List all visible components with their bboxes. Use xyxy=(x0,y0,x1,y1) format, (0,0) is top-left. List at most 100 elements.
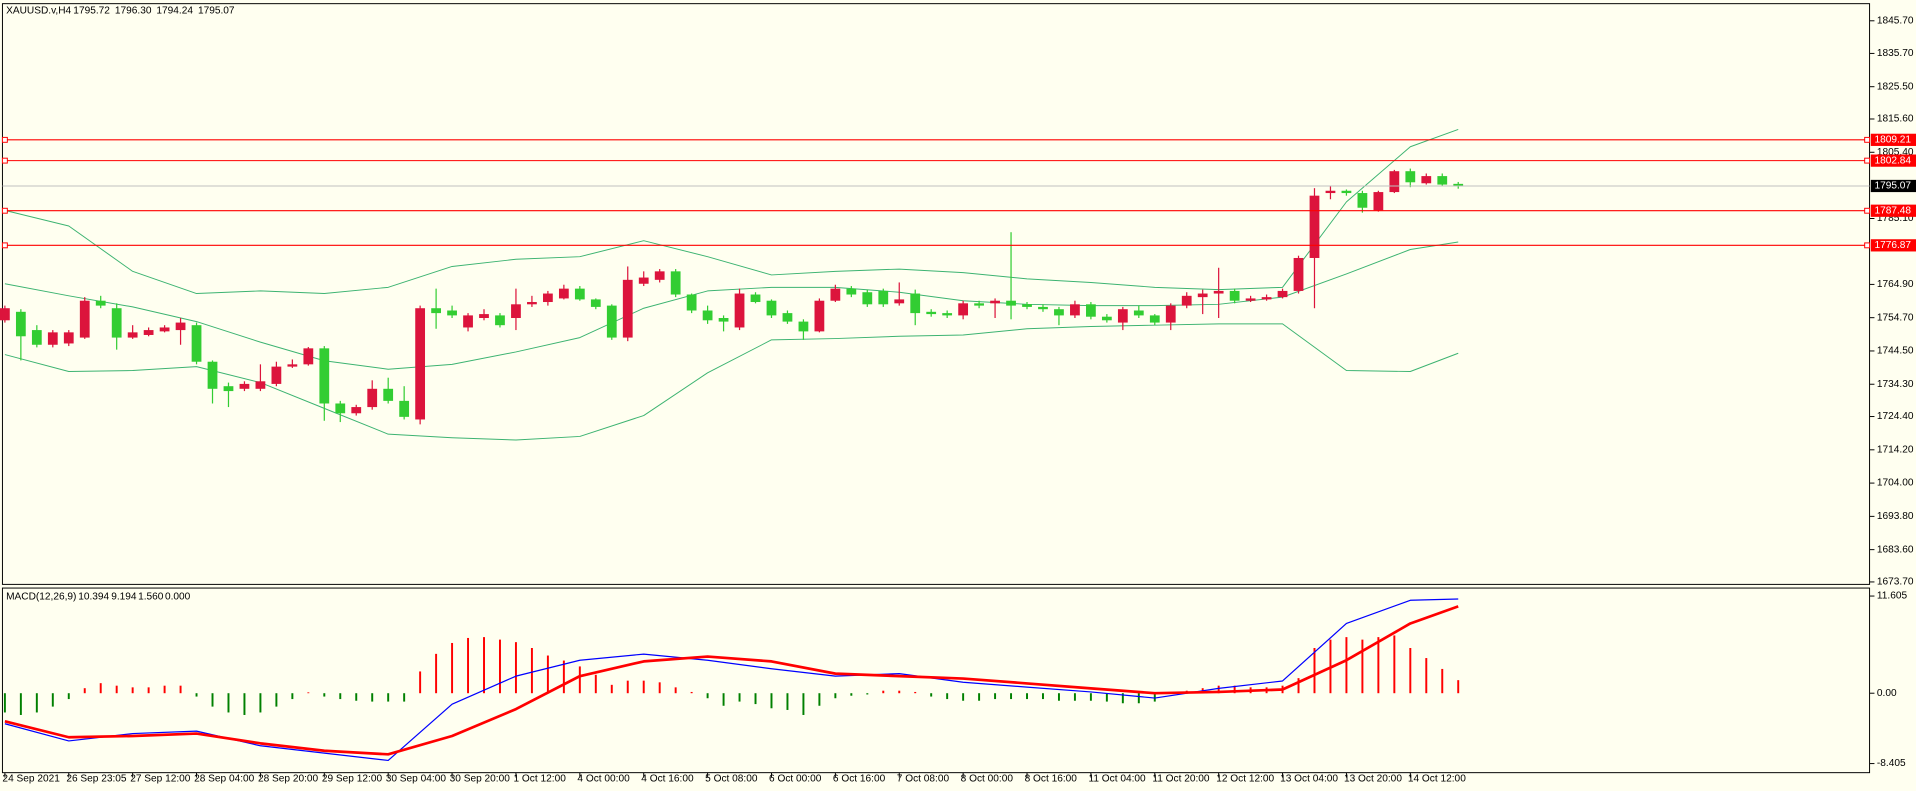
candle-body xyxy=(31,330,42,345)
level-label: 1776.87 xyxy=(1874,240,1911,251)
candle-body xyxy=(1038,306,1048,310)
candle-body xyxy=(862,292,873,305)
level-handle xyxy=(1864,157,1871,164)
y-tick-label: -8.405 xyxy=(1877,758,1906,769)
x-tick-label: 8 Oct 00:00 xyxy=(961,773,1014,784)
x-tick-label: 13 Oct 04:00 xyxy=(1280,773,1338,784)
x-tick-label: 26 Sep 23:05 xyxy=(66,773,127,784)
candle-body xyxy=(15,311,26,337)
x-tick-label: 13 Oct 20:00 xyxy=(1344,773,1402,784)
main-panel-frame xyxy=(1,3,1871,585)
candle-body xyxy=(223,386,234,392)
candle-body xyxy=(319,348,330,404)
y-tick-label: 1835.70 xyxy=(1877,48,1914,59)
bollinger-upper xyxy=(4,128,1459,295)
y-tick-label: 1805.40 xyxy=(1877,147,1914,158)
candle-body xyxy=(750,294,761,303)
candle-body xyxy=(367,388,378,408)
candle-body xyxy=(1165,305,1176,323)
candle-body xyxy=(814,300,825,332)
x-tick-label: 1 Oct 12:00 xyxy=(514,773,567,784)
y-tick-label: 1825.50 xyxy=(1877,81,1914,92)
price-label-box xyxy=(1870,179,1916,193)
candle-body xyxy=(175,322,186,331)
candle-body xyxy=(590,299,601,307)
candle-body xyxy=(47,332,58,345)
candle-body xyxy=(1277,290,1288,298)
y-tick-label: 1815.60 xyxy=(1877,114,1914,125)
candle-body xyxy=(335,403,346,414)
ohlc-value: 1795.72 xyxy=(73,6,110,17)
level-handle xyxy=(1,242,8,249)
x-tick-label: 11 Oct 20:00 xyxy=(1152,773,1210,784)
candle-body xyxy=(1293,257,1304,291)
candle-body xyxy=(207,361,218,389)
candle-body xyxy=(718,318,729,322)
y-tick-label: 1693.80 xyxy=(1877,511,1914,522)
candle-body xyxy=(846,288,857,295)
x-tick-label: 8 Oct 16:00 xyxy=(1025,773,1078,784)
candle-body xyxy=(239,383,250,389)
level-handle xyxy=(1864,242,1871,249)
symbol-title: XAUUSD.v,H4 xyxy=(6,6,71,17)
level-label-box xyxy=(1870,239,1916,252)
candle-body xyxy=(798,321,809,332)
x-tick-label: 24 Sep 2021 xyxy=(2,773,60,784)
candle-body xyxy=(1437,176,1448,185)
candle-body xyxy=(958,303,969,316)
candle-body xyxy=(1229,290,1240,301)
y-tick-label: 1673.70 xyxy=(1877,577,1914,588)
candle-body xyxy=(511,304,521,319)
level-label: 1787.48 xyxy=(1874,205,1911,216)
candle-body xyxy=(159,327,170,332)
candle-body xyxy=(1357,193,1368,208)
candle-body xyxy=(95,300,106,306)
candle-body xyxy=(1070,304,1080,316)
candle-body xyxy=(383,388,394,401)
level-label-box xyxy=(1870,204,1916,217)
candle-body xyxy=(686,294,697,311)
ohlc-value: 1795.07 xyxy=(198,6,235,17)
level-label: 1802.84 xyxy=(1874,155,1911,166)
candle-body xyxy=(1054,309,1064,316)
y-tick-label: 1724.40 xyxy=(1877,411,1914,422)
x-tick-label: 7 Oct 08:00 xyxy=(897,773,950,784)
candle-body xyxy=(1022,304,1032,307)
candle-body xyxy=(942,313,953,316)
level-label-box xyxy=(1870,154,1916,167)
x-tick-label: 29 Sep 12:00 xyxy=(322,773,383,784)
y-tick-label: 1714.20 xyxy=(1877,444,1914,455)
candle-body xyxy=(479,314,489,319)
candle-body xyxy=(1213,290,1224,294)
candle-body xyxy=(1181,295,1192,306)
candle-body xyxy=(1261,297,1272,300)
candle-body xyxy=(463,315,473,328)
x-tick-label: 28 Sep 20:00 xyxy=(258,773,319,784)
x-tick-label: 4 Oct 00:00 xyxy=(577,773,630,784)
macd-line xyxy=(4,598,1459,762)
level-label: 1809.21 xyxy=(1874,135,1911,146)
candle-body xyxy=(351,407,362,414)
candle-body xyxy=(399,400,410,417)
candle-body xyxy=(431,308,441,314)
candle-body xyxy=(654,271,665,280)
candle-body xyxy=(1197,293,1208,298)
y-tick-label: 1683.60 xyxy=(1877,544,1914,555)
macd-panel-frame xyxy=(1,587,1871,774)
candle-body xyxy=(63,332,74,344)
indicator-value: 0.000 xyxy=(165,591,191,602)
candle-body xyxy=(543,293,553,303)
y-tick-label: 1785.10 xyxy=(1877,213,1914,224)
candle-body xyxy=(1341,190,1352,194)
candle-body xyxy=(1117,309,1128,323)
candle-body xyxy=(558,288,569,299)
candle-body xyxy=(974,303,984,306)
indicator-value: 1.560 xyxy=(138,591,164,602)
candle-body xyxy=(622,279,633,338)
candle-body xyxy=(574,288,585,300)
price-label: 1795.07 xyxy=(1874,181,1911,192)
level-handle xyxy=(1864,207,1871,214)
candle-body xyxy=(606,305,617,338)
candle-body xyxy=(143,330,154,335)
